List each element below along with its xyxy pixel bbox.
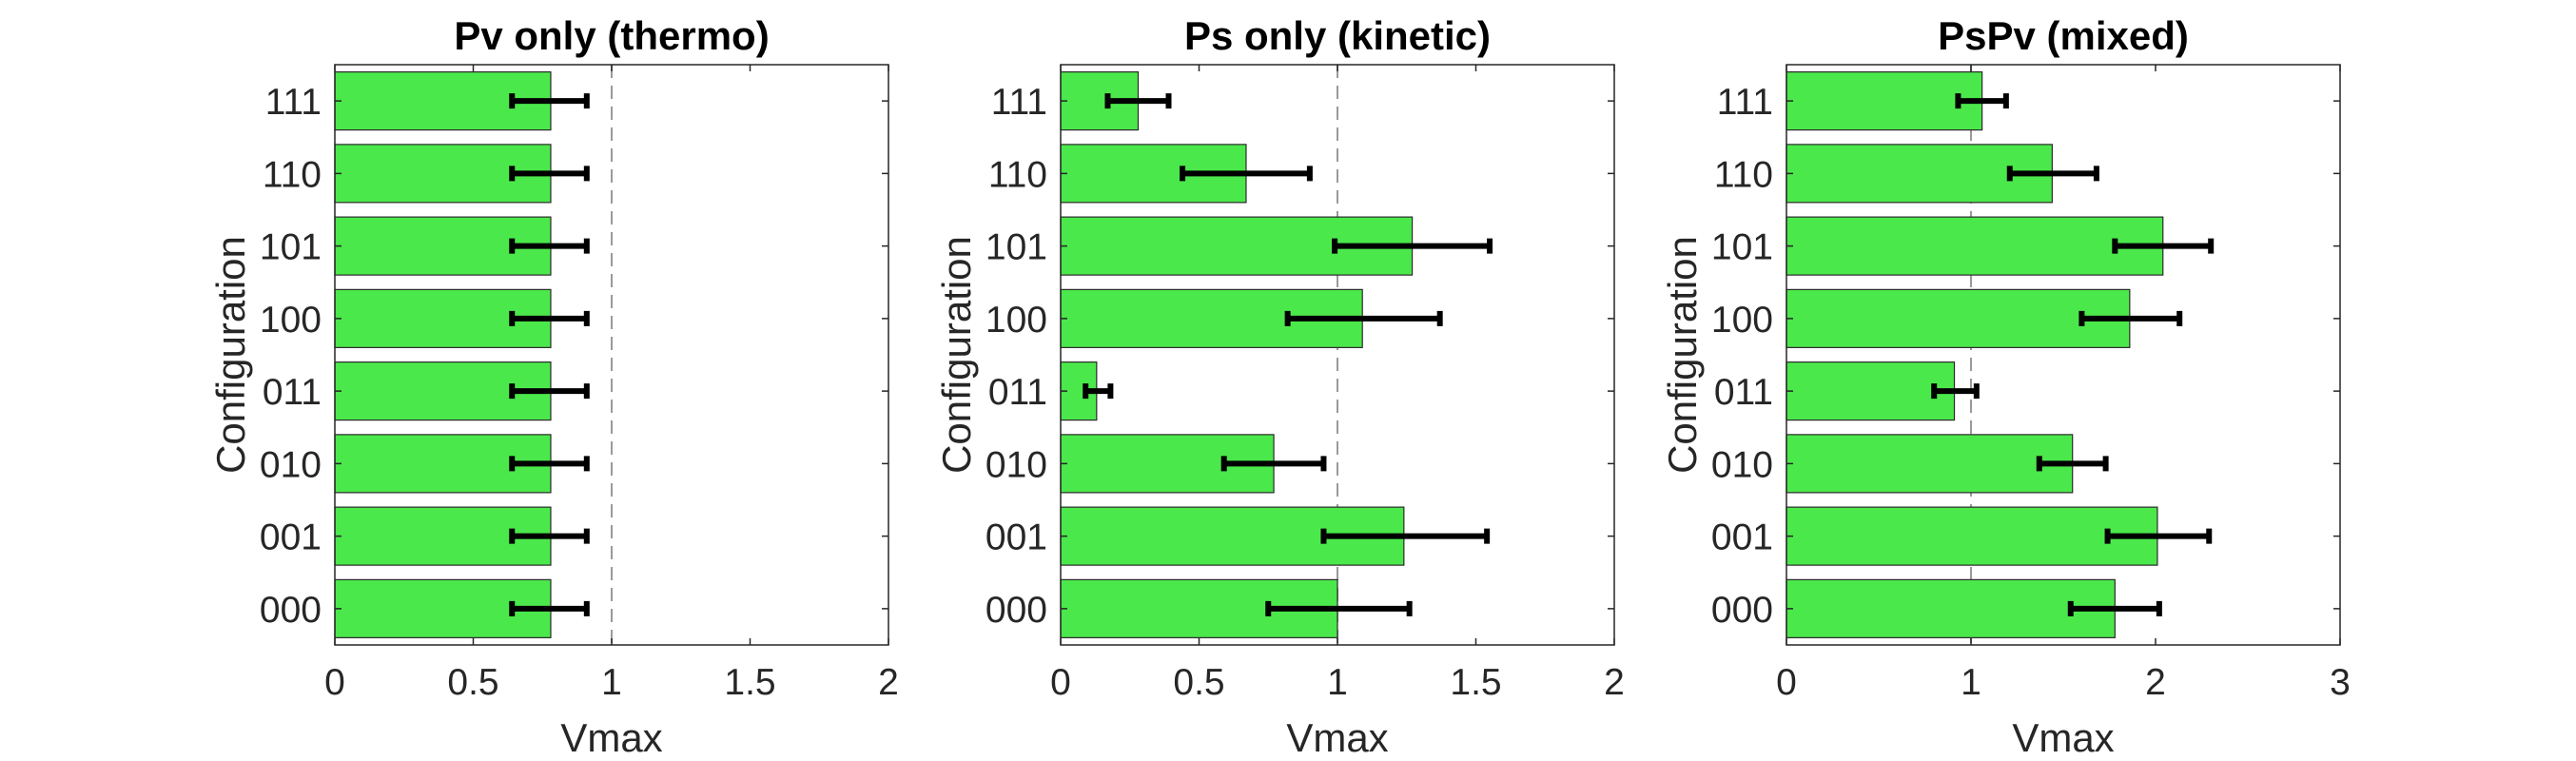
error-bar-111 — [509, 93, 590, 109]
y-tick-label: 011 — [1714, 372, 1773, 413]
x-tick-label: 0.5 — [447, 662, 498, 703]
error-bar-000 — [2067, 600, 2162, 616]
x-tick-label: 1.5 — [724, 662, 775, 703]
y-axis-label: Configuration — [208, 236, 253, 474]
bar-010 — [1786, 434, 2074, 494]
error-bar-001 — [1320, 528, 1491, 544]
chart-title: Pv only (thermo) — [454, 13, 769, 58]
x-tick-label: 1 — [1327, 662, 1348, 703]
y-tick-label: 110 — [263, 154, 322, 195]
y-tick-label: 100 — [260, 300, 322, 341]
y-tick-label: 001 — [1711, 517, 1773, 558]
x-tick-label: 2 — [878, 662, 899, 703]
bar-011 — [1786, 361, 1956, 421]
y-tick-label: 100 — [986, 300, 1047, 341]
error-bar-100 — [1284, 310, 1443, 326]
error-bar-010 — [2036, 456, 2109, 472]
x-tick-label: 2 — [2145, 662, 2166, 703]
error-bar-110 — [509, 166, 590, 182]
x-tick-label: 0 — [1050, 662, 1071, 703]
y-axis-label: Configuration — [1660, 236, 1705, 474]
x-tick-label: 0.5 — [1173, 662, 1224, 703]
y-tick-label: 000 — [1711, 590, 1773, 631]
error-bar-011 — [1083, 383, 1114, 400]
y-tick-label: 110 — [988, 154, 1047, 195]
bar-001 — [1786, 506, 2158, 566]
x-axis-label: Vmax — [560, 715, 662, 760]
error-bar-000 — [1265, 600, 1413, 616]
y-tick-label: 001 — [260, 517, 322, 558]
error-bar-101 — [509, 238, 590, 254]
bar-101 — [1786, 216, 2164, 276]
y-tick-label: 000 — [986, 590, 1047, 631]
y-tick-label: 010 — [1711, 444, 1773, 485]
chart-title: Ps only (kinetic) — [1184, 13, 1491, 58]
y-tick-label: 010 — [260, 444, 322, 485]
x-axis-label: Vmax — [1286, 715, 1388, 760]
x-tick-label: 1 — [601, 662, 622, 703]
x-axis-label: Vmax — [2012, 715, 2114, 760]
error-bar-111 — [1955, 93, 2009, 109]
y-tick-label: 001 — [986, 517, 1047, 558]
chart-title: PsPv (mixed) — [1938, 13, 2189, 58]
error-bar-110 — [1180, 166, 1313, 182]
error-bar-100 — [2078, 310, 2183, 326]
error-bar-011 — [509, 383, 590, 400]
error-bar-101 — [2112, 238, 2215, 254]
error-bar-001 — [509, 528, 590, 544]
y-tick-label: 010 — [986, 444, 1047, 485]
x-tick-label: 0 — [324, 662, 345, 703]
error-bar-011 — [1931, 383, 1980, 400]
y-axis-label: Configuration — [934, 236, 979, 474]
x-tick-label: 1.5 — [1450, 662, 1501, 703]
error-bar-111 — [1104, 93, 1172, 109]
x-tick-label: 3 — [2330, 662, 2351, 703]
error-bar-100 — [509, 310, 590, 326]
y-tick-label: 111 — [991, 82, 1047, 123]
y-tick-label: 101 — [260, 227, 322, 268]
y-tick-label: 101 — [986, 227, 1047, 268]
bar-000 — [1786, 578, 2116, 638]
y-tick-label: 110 — [1714, 154, 1773, 195]
y-tick-label: 011 — [988, 372, 1047, 413]
bar-100 — [1786, 288, 2131, 348]
x-tick-label: 0 — [1776, 662, 1797, 703]
y-tick-label: 111 — [265, 82, 322, 123]
y-tick-label: 000 — [260, 590, 322, 631]
bar-111 — [1786, 71, 1983, 131]
x-tick-label: 1 — [1961, 662, 1981, 703]
y-tick-label: 100 — [1711, 300, 1773, 341]
x-tick-label: 2 — [1604, 662, 1625, 703]
y-tick-label: 011 — [263, 372, 322, 413]
error-bar-001 — [2104, 528, 2213, 544]
error-bar-010 — [1220, 456, 1327, 472]
y-tick-label: 111 — [1717, 82, 1773, 123]
error-bar-101 — [1332, 238, 1493, 254]
y-tick-label: 101 — [1711, 227, 1773, 268]
error-bar-000 — [509, 600, 590, 616]
error-bar-110 — [2006, 166, 2099, 182]
axes-box — [1786, 64, 2341, 646]
error-bar-010 — [509, 456, 590, 472]
